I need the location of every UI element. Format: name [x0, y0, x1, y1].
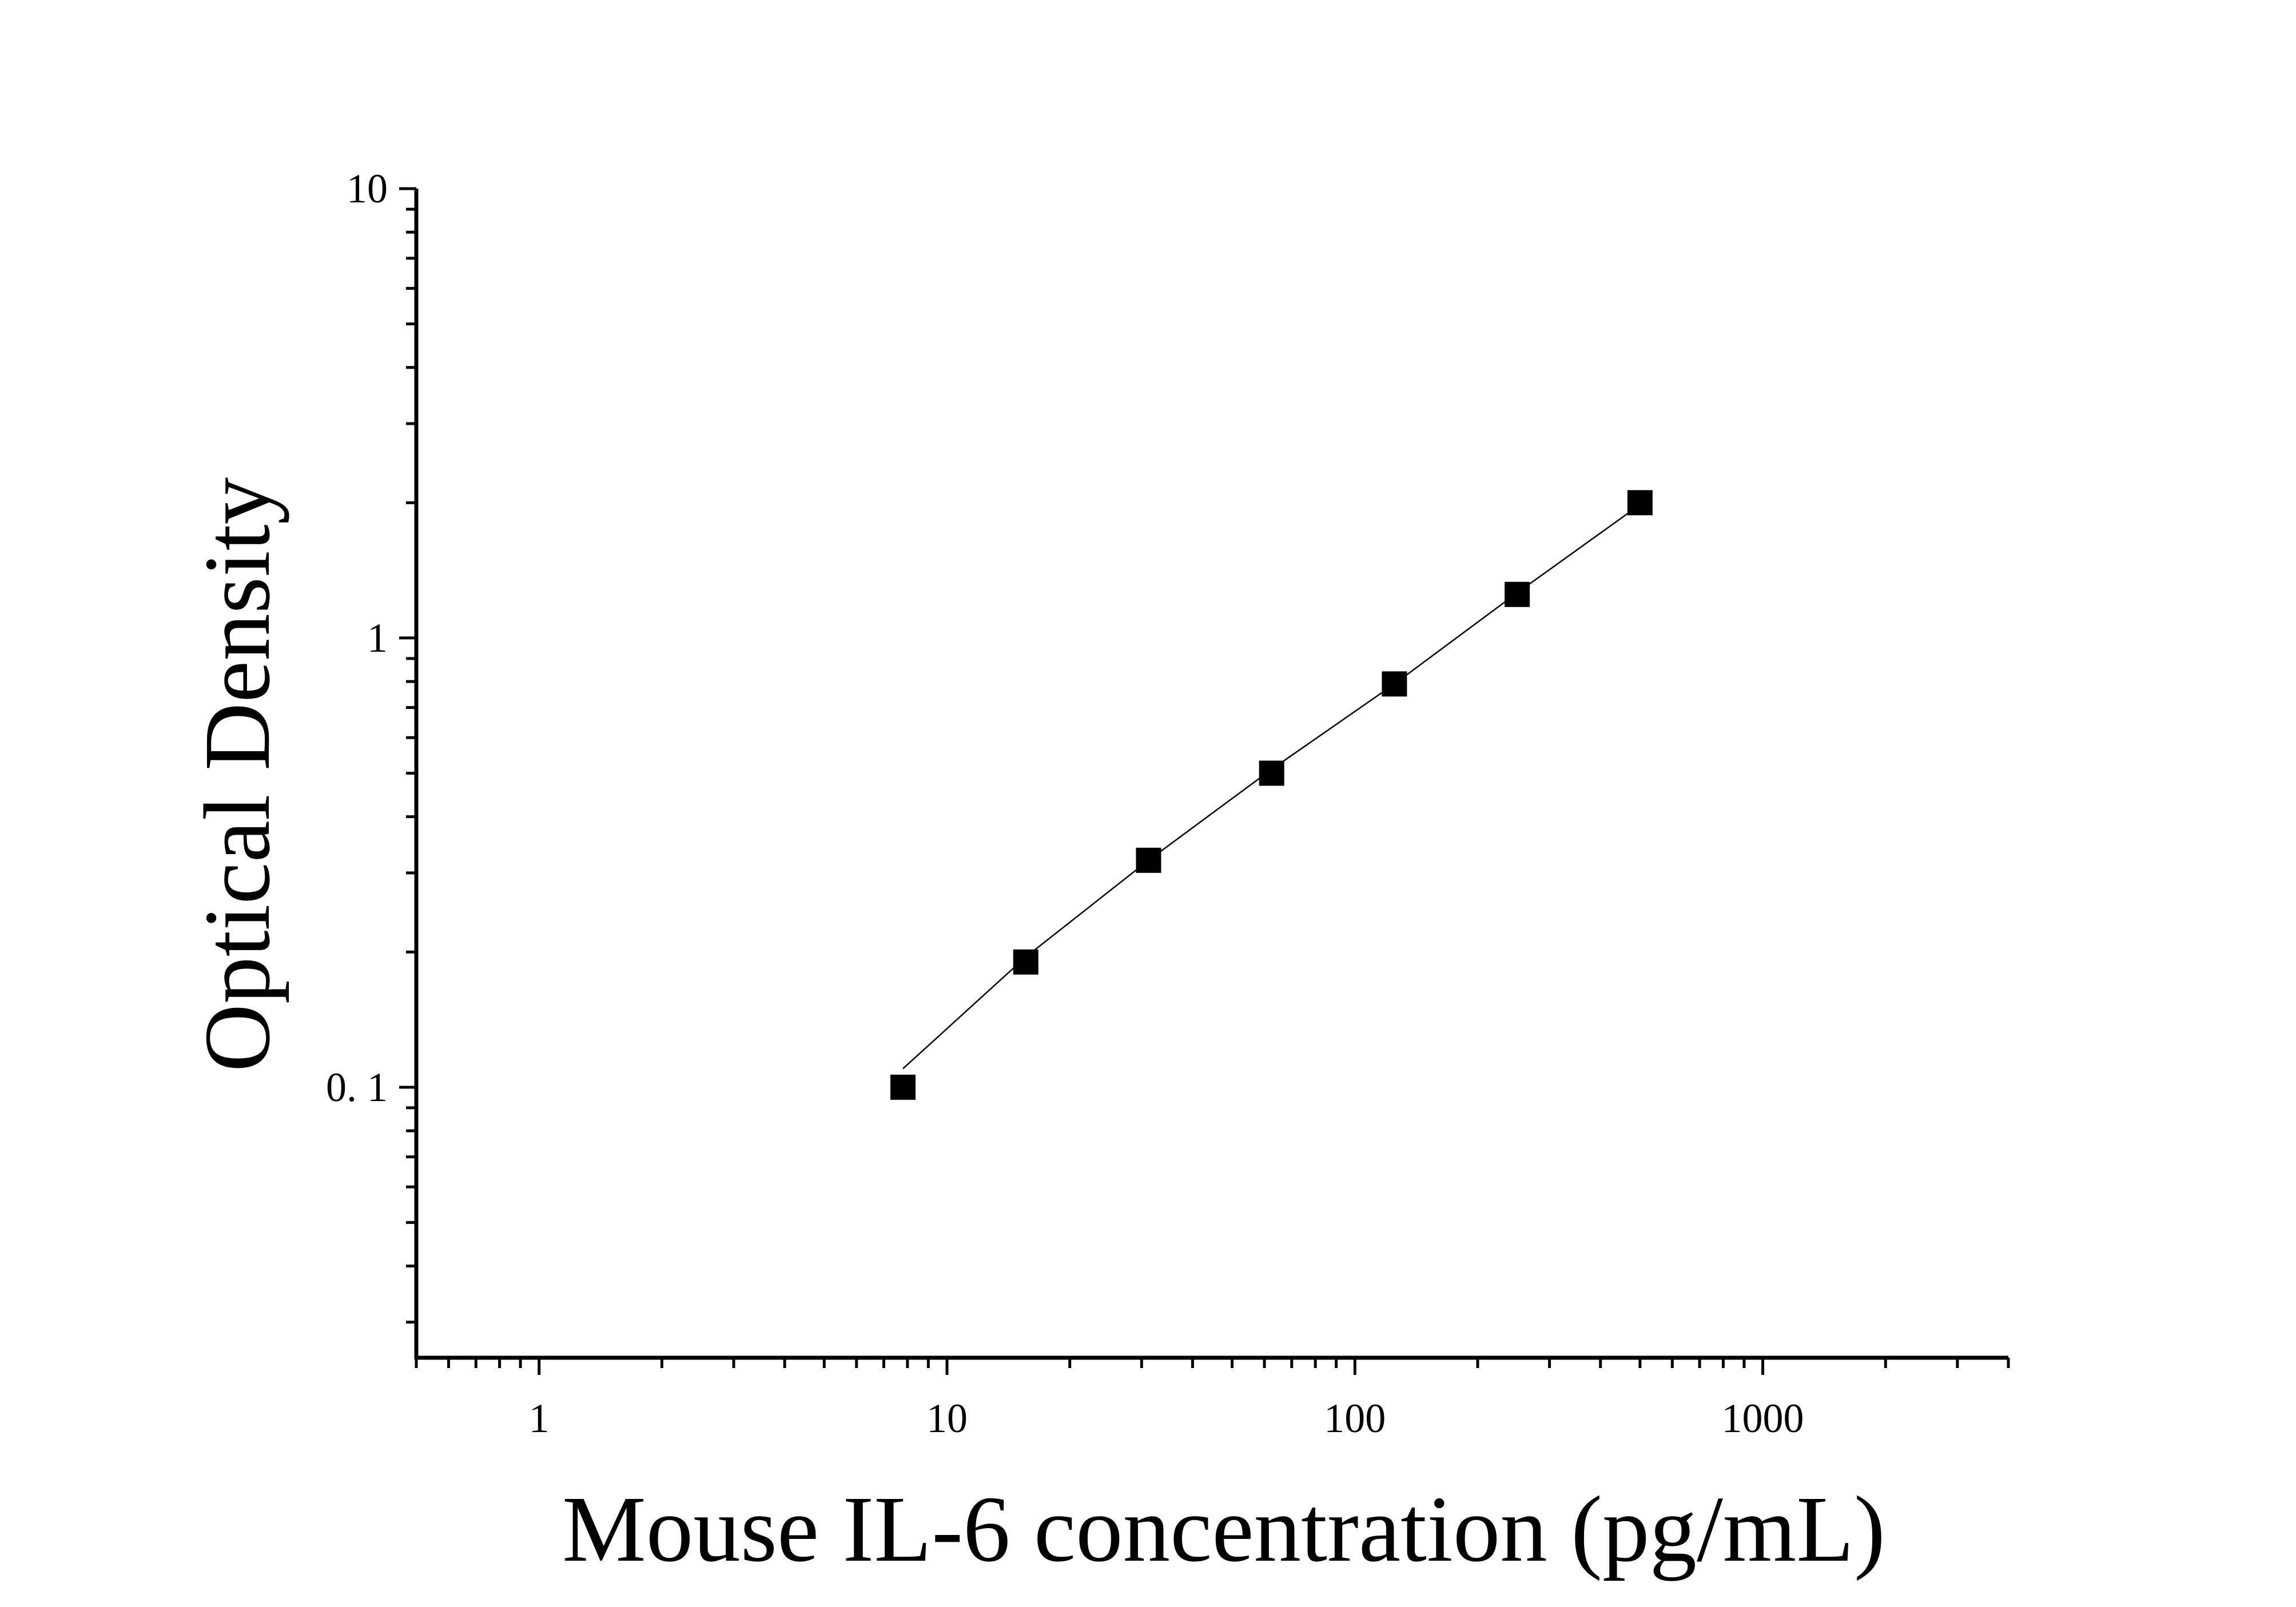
x-axis-title: Mouse IL-6 concentration (pg/mL)	[562, 1477, 1885, 1581]
data-point	[1013, 949, 1038, 975]
x-tick-label: 1000	[1722, 1395, 1804, 1441]
x-tick-label: 10	[926, 1395, 968, 1441]
data-point	[1505, 581, 1530, 607]
y-tick-label: 1	[367, 615, 388, 661]
ticks	[399, 187, 2010, 1375]
y-axis-title: Optical Density	[185, 477, 289, 1072]
data-point	[1136, 847, 1161, 873]
data-point	[1259, 760, 1284, 786]
data-point	[1627, 490, 1653, 516]
x-tick-label: 1	[529, 1395, 550, 1441]
data-points	[890, 490, 1653, 1100]
x-tick-label: 100	[1324, 1395, 1386, 1441]
data-point	[890, 1074, 916, 1100]
y-tick-label: 10	[347, 166, 388, 212]
axes	[414, 189, 2008, 1360]
tick-labels: 1 10 100 1000 0. 1 1 10	[326, 166, 1804, 1441]
data-point	[1382, 671, 1407, 697]
y-tick-label: 0. 1	[326, 1064, 388, 1110]
